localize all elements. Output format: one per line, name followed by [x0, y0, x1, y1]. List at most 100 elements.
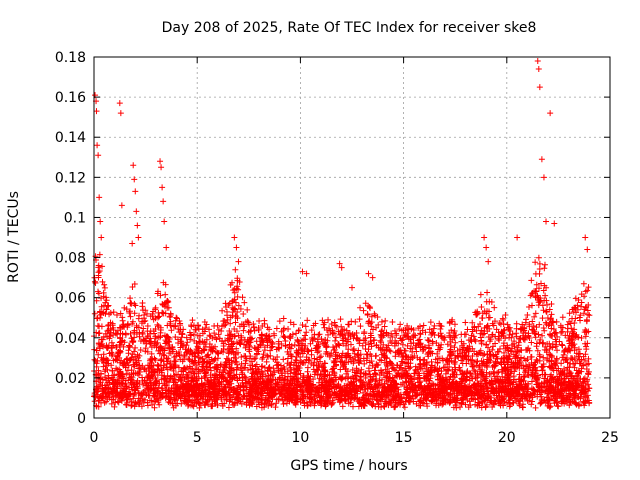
data-point — [423, 400, 430, 407]
data-point — [177, 326, 184, 333]
data-point — [303, 399, 310, 406]
data-point — [226, 359, 233, 366]
data-point — [552, 343, 559, 350]
data-point — [109, 367, 116, 374]
data-point — [119, 314, 126, 321]
data-point — [329, 397, 336, 404]
data-point — [572, 360, 579, 367]
data-point — [410, 340, 417, 347]
data-point — [137, 398, 144, 405]
data-point — [266, 326, 273, 333]
data-point — [467, 356, 474, 363]
data-point — [209, 335, 216, 342]
data-point — [202, 398, 209, 405]
data-point — [546, 351, 553, 358]
data-point — [166, 342, 173, 349]
data-point — [549, 344, 556, 351]
data-point — [197, 339, 204, 346]
data-point — [95, 264, 102, 271]
data-point — [131, 280, 138, 287]
data-point — [303, 329, 310, 336]
data-point — [451, 321, 458, 328]
data-point — [199, 355, 206, 362]
data-point — [304, 384, 311, 391]
data-point — [412, 367, 419, 374]
data-point — [151, 330, 158, 337]
data-point — [511, 395, 518, 402]
data-point — [332, 349, 339, 356]
data-point — [548, 354, 555, 361]
data-point — [526, 323, 533, 330]
data-point — [213, 372, 220, 379]
data-point — [398, 327, 405, 334]
data-point — [97, 370, 104, 377]
data-point — [235, 390, 242, 397]
data-point — [387, 338, 394, 345]
data-point — [578, 356, 585, 363]
data-point — [509, 363, 516, 370]
data-point — [343, 338, 350, 345]
data-point — [482, 377, 489, 384]
data-point — [463, 393, 470, 400]
data-point — [399, 336, 406, 343]
data-point — [575, 346, 582, 353]
data-point — [426, 326, 433, 333]
data-point — [373, 375, 380, 382]
data-point — [286, 334, 293, 341]
data-point — [300, 372, 307, 379]
data-point — [133, 324, 140, 331]
data-point — [338, 376, 345, 383]
data-point — [500, 320, 507, 327]
data-point — [96, 267, 103, 274]
data-point — [254, 394, 261, 401]
data-point — [121, 323, 128, 330]
data-point — [443, 376, 450, 383]
data-point — [427, 366, 434, 373]
data-point — [96, 323, 103, 330]
data-point — [158, 376, 165, 383]
data-point — [385, 342, 392, 349]
data-point — [100, 351, 107, 358]
data-point — [585, 302, 592, 309]
data-point — [586, 385, 593, 392]
data-point — [577, 395, 584, 402]
data-point — [352, 318, 359, 325]
data-point — [548, 371, 555, 378]
data-point — [167, 364, 174, 371]
data-point — [328, 320, 335, 327]
data-point — [122, 331, 129, 338]
data-point — [449, 336, 456, 343]
data-point — [529, 398, 536, 405]
data-point — [134, 370, 141, 377]
data-point — [477, 350, 484, 357]
data-point — [208, 344, 215, 351]
data-point — [477, 291, 484, 298]
data-point — [517, 354, 524, 361]
data-point — [566, 364, 573, 371]
data-point — [528, 401, 535, 408]
data-point — [583, 377, 590, 384]
data-point — [474, 402, 481, 409]
data-point — [548, 358, 555, 365]
data-point — [250, 369, 257, 376]
data-point — [212, 381, 219, 388]
data-point — [102, 366, 109, 373]
data-point — [282, 382, 289, 389]
data-point — [308, 387, 315, 394]
data-point — [428, 358, 435, 365]
data-point — [456, 364, 463, 371]
data-point — [259, 363, 266, 370]
data-point — [117, 310, 124, 317]
data-point — [365, 302, 372, 309]
data-point — [110, 326, 117, 333]
data-point — [277, 390, 284, 397]
data-point — [513, 333, 520, 340]
data-point — [554, 402, 561, 409]
data-point — [559, 314, 566, 321]
data-point — [224, 369, 231, 376]
data-point — [429, 397, 436, 404]
data-point — [126, 384, 133, 391]
data-point — [304, 368, 311, 375]
data-point — [96, 309, 103, 316]
data-point — [98, 336, 105, 343]
